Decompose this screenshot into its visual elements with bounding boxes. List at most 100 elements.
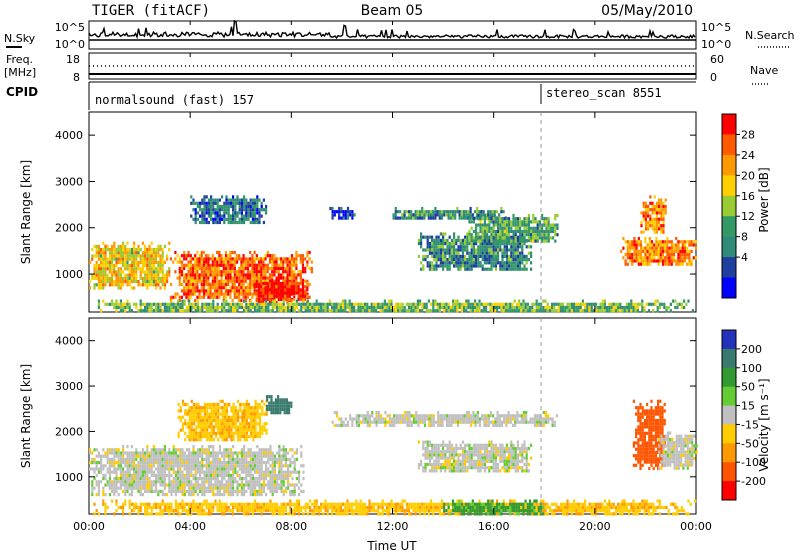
heatmap-cell: [249, 261, 251, 264]
heatmap-cell: [653, 243, 655, 246]
heatmap-cell: [432, 309, 434, 312]
heatmap-cell: [144, 309, 146, 312]
heatmap-cell: [553, 306, 555, 309]
heatmap-cell: [201, 270, 203, 273]
heatmap-cell: [515, 258, 517, 261]
heatmap-cell: [309, 251, 311, 254]
heatmap-cell: [473, 258, 475, 261]
heatmap-cell: [234, 471, 236, 474]
heatmap-cell: [131, 277, 133, 280]
heatmap-cell: [146, 461, 148, 464]
heatmap-cell: [264, 295, 266, 298]
heatmap-cell: [272, 467, 274, 470]
heatmap-cell: [137, 490, 139, 493]
heatmap-cell: [182, 429, 184, 432]
heatmap-cell: [195, 218, 197, 221]
heatmap-cell: [135, 303, 137, 306]
heatmap-cell: [214, 458, 216, 461]
heatmap-cell: [207, 264, 209, 267]
heatmap-cell: [142, 280, 144, 283]
heatmap-cell: [291, 300, 293, 303]
heatmap-cell: [159, 458, 161, 461]
heatmap-cell: [424, 248, 426, 251]
heatmap-cell: [660, 247, 662, 250]
heatmap-cell: [100, 254, 102, 257]
heatmap-cell: [234, 273, 236, 276]
heatmap-cell: [289, 264, 291, 267]
heatmap-cell: [215, 409, 217, 412]
heatmap-cell: [404, 306, 406, 309]
heatmap-cell: [199, 487, 201, 490]
heatmap-cell: [258, 490, 260, 493]
heatmap-cell: [217, 464, 219, 467]
heatmap-cell: [664, 256, 666, 259]
heatmap-cell: [302, 257, 304, 260]
heatmap-cell: [153, 445, 155, 448]
heatmap-cell: [155, 455, 157, 458]
heatmap-cell: [444, 248, 446, 251]
heatmap-cell: [177, 490, 179, 493]
heatmap-cell: [197, 471, 199, 474]
heatmap-cell: [283, 474, 285, 477]
heatmap-cell: [526, 227, 528, 230]
heatmap-cell: [155, 283, 157, 286]
heatmap-cell: [476, 303, 478, 306]
heatmap-cell: [338, 306, 340, 309]
heatmap-cell: [157, 277, 159, 280]
heatmap-cell: [215, 419, 217, 422]
heatmap-cell: [226, 432, 228, 435]
heatmap-cell: [234, 467, 236, 470]
heatmap-cell: [144, 261, 146, 264]
heatmap-cell: [432, 306, 434, 309]
heatmap-cell: [146, 471, 148, 474]
heatmap-cell: [493, 255, 495, 258]
heatmap-cell: [232, 490, 234, 493]
heatmap-cell: [532, 236, 534, 239]
heatmap-cell: [254, 461, 256, 464]
heatmap-cell: [236, 455, 238, 458]
heatmap-cell: [449, 242, 451, 245]
heatmap-cell: [466, 264, 468, 267]
heatmap-cell: [273, 267, 275, 270]
heatmap-cell: [201, 277, 203, 280]
heatmap-cell: [495, 268, 497, 271]
heatmap-cell: [228, 477, 230, 480]
heatmap-cell: [206, 208, 208, 211]
heatmap-cell: [196, 257, 198, 260]
heatmap-cell: [655, 240, 657, 243]
heatmap-cell: [168, 451, 170, 454]
heatmap-cell: [203, 458, 205, 461]
heatmap-cell: [226, 406, 228, 409]
heatmap-cell: [658, 221, 660, 224]
heatmap-cell: [434, 210, 436, 213]
heatmap-cell: [196, 283, 198, 286]
heatmap-cell: [211, 409, 213, 412]
heatmap-cell: [428, 309, 430, 312]
heatmap-cell: [671, 243, 673, 246]
heatmap-cell: [507, 303, 509, 306]
heatmap-cell: [438, 239, 440, 242]
heatmap-cell: [300, 288, 302, 291]
heatmap-cell: [662, 227, 664, 230]
heatmap-cell: [521, 233, 523, 236]
heatmap-cell: [185, 264, 187, 267]
heatmap-cell: [225, 199, 227, 202]
heatmap-cell: [195, 487, 197, 490]
heatmap-cell: [120, 251, 122, 254]
heatmap-cell: [475, 261, 477, 264]
heatmap-cell: [109, 283, 111, 286]
heatmap-cell: [133, 261, 135, 264]
heatmap-cell: [212, 205, 214, 208]
heatmap-cell: [137, 455, 139, 458]
heatmap-cell: [137, 487, 139, 490]
heatmap-cell: [142, 303, 144, 306]
heatmap-cell: [449, 268, 451, 271]
heatmap-cell: [225, 474, 227, 477]
heatmap-cell: [214, 277, 216, 280]
heatmap-cell: [221, 487, 223, 490]
heatmap-cell: [284, 292, 286, 295]
heatmap-cell: [157, 455, 159, 458]
heatmap-cell: [222, 419, 224, 422]
heatmap-cell: [210, 471, 212, 474]
heatmap-cell: [164, 487, 166, 490]
